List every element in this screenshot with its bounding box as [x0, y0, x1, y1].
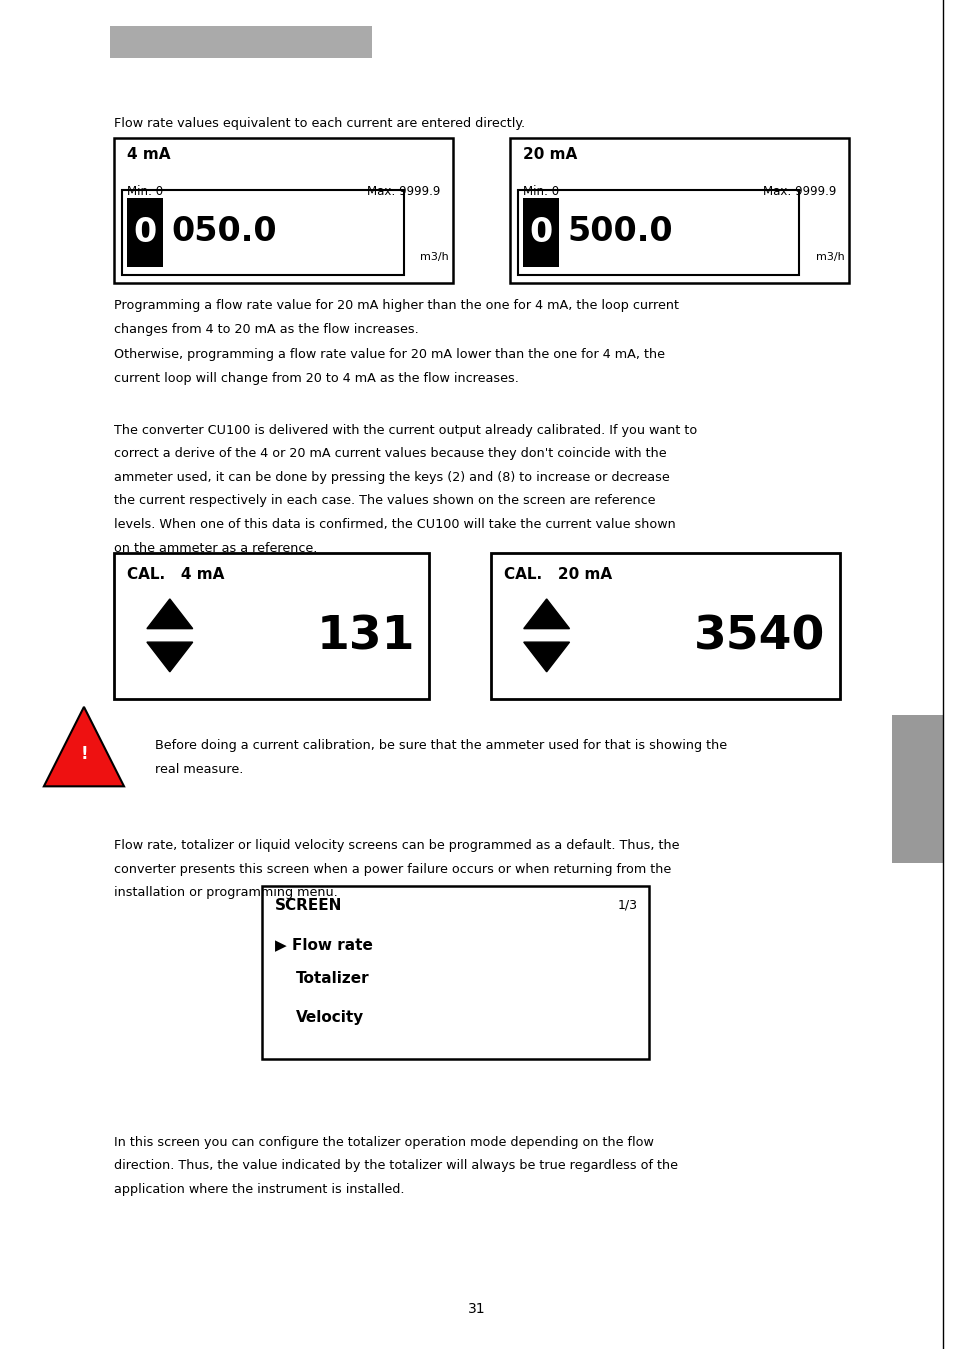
Polygon shape	[44, 707, 124, 786]
Text: levels. When one of this data is confirmed, the CU100 will take the current valu: levels. When one of this data is confirm…	[114, 518, 676, 532]
Text: CAL.   4 mA: CAL. 4 mA	[127, 567, 224, 581]
Polygon shape	[147, 642, 193, 672]
Text: converter presents this screen when a power failure occurs or when returning fro: converter presents this screen when a po…	[114, 863, 671, 876]
Text: 4 mA: 4 mA	[127, 147, 171, 162]
Text: ▶ Flow rate: ▶ Flow rate	[274, 938, 373, 952]
Text: Min: 0: Min: 0	[522, 185, 558, 198]
FancyBboxPatch shape	[891, 715, 943, 863]
Text: correct a derive of the 4 or 20 mA current values because they don't coincide wi: correct a derive of the 4 or 20 mA curre…	[114, 447, 666, 460]
Text: Max: 9999.9: Max: 9999.9	[762, 185, 836, 198]
Text: Totalizer: Totalizer	[295, 971, 369, 986]
Text: Otherwise, programming a flow rate value for 20 mA lower than the one for 4 mA, : Otherwise, programming a flow rate value…	[114, 348, 665, 362]
Text: m3/h: m3/h	[815, 252, 843, 262]
Text: 31: 31	[468, 1302, 485, 1315]
Text: direction. Thus, the value indicated by the totalizer will always be true regard: direction. Thus, the value indicated by …	[114, 1159, 678, 1172]
Text: 3540: 3540	[693, 614, 824, 660]
Text: current loop will change from 20 to 4 mA as the flow increases.: current loop will change from 20 to 4 mA…	[114, 371, 518, 384]
Text: Flow rate values equivalent to each current are entered directly.: Flow rate values equivalent to each curr…	[114, 117, 525, 131]
Polygon shape	[147, 599, 193, 629]
Text: 0: 0	[529, 216, 552, 250]
Text: Flow rate, totalizer or liquid velocity screens can be programmed as a default. : Flow rate, totalizer or liquid velocity …	[114, 839, 679, 853]
Text: Velocity: Velocity	[295, 1010, 364, 1025]
FancyBboxPatch shape	[522, 198, 558, 267]
Text: ammeter used, it can be done by pressing the keys (2) and (8) to increase or dec: ammeter used, it can be done by pressing…	[114, 471, 670, 484]
Text: Max: 9999.9: Max: 9999.9	[367, 185, 440, 198]
Text: In this screen you can configure the totalizer operation mode depending on the f: In this screen you can configure the tot…	[114, 1136, 654, 1149]
FancyBboxPatch shape	[114, 138, 453, 283]
Text: changes from 4 to 20 mA as the flow increases.: changes from 4 to 20 mA as the flow incr…	[114, 322, 418, 336]
Text: 131: 131	[316, 614, 415, 660]
Text: !: !	[80, 745, 88, 764]
Text: Before doing a current calibration, be sure that the ammeter used for that is sh: Before doing a current calibration, be s…	[154, 739, 726, 753]
Polygon shape	[523, 642, 569, 672]
FancyBboxPatch shape	[491, 553, 839, 699]
Text: 1/3: 1/3	[617, 898, 637, 912]
Text: Programming a flow rate value for 20 mA higher than the one for 4 mA, the loop c: Programming a flow rate value for 20 mA …	[114, 299, 679, 313]
FancyBboxPatch shape	[517, 190, 799, 275]
FancyBboxPatch shape	[510, 138, 848, 283]
Text: on the ammeter as a reference.: on the ammeter as a reference.	[114, 541, 317, 554]
Text: 050.0: 050.0	[172, 214, 277, 248]
FancyBboxPatch shape	[114, 553, 429, 699]
FancyBboxPatch shape	[127, 198, 163, 267]
Text: SCREEN: SCREEN	[274, 898, 342, 913]
Text: 20 mA: 20 mA	[522, 147, 577, 162]
Text: CAL.   20 mA: CAL. 20 mA	[503, 567, 611, 581]
Text: m3/h: m3/h	[419, 252, 448, 262]
Text: 500.0: 500.0	[567, 214, 673, 248]
Text: 0: 0	[133, 216, 156, 250]
Polygon shape	[523, 599, 569, 629]
FancyBboxPatch shape	[122, 190, 403, 275]
FancyBboxPatch shape	[110, 26, 372, 58]
Text: the current respectively in each case. The values shown on the screen are refere: the current respectively in each case. T…	[114, 494, 656, 507]
Text: Min: 0: Min: 0	[127, 185, 163, 198]
Text: installation or programming menu.: installation or programming menu.	[114, 886, 338, 900]
FancyBboxPatch shape	[262, 886, 648, 1059]
Text: real measure.: real measure.	[154, 764, 243, 776]
Text: application where the instrument is installed.: application where the instrument is inst…	[114, 1183, 405, 1197]
Text: The converter CU100 is delivered with the current output already calibrated. If : The converter CU100 is delivered with th…	[114, 424, 697, 437]
